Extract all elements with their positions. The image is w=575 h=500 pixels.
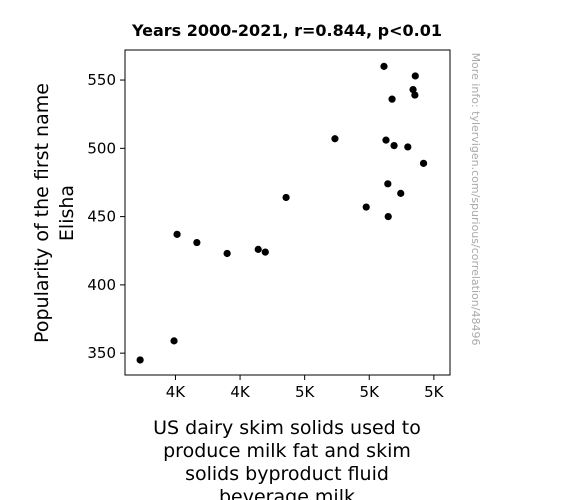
- x-axis-label-line: produce milk fat and skim: [163, 440, 411, 462]
- y-tick-label: 550: [87, 71, 116, 89]
- x-tick-label: 5K: [360, 383, 381, 401]
- data-point: [411, 91, 419, 99]
- data-point: [261, 248, 269, 256]
- data-point: [170, 337, 178, 345]
- chart-title: Years 2000-2021, r=0.844, p<0.01: [131, 21, 442, 40]
- data-point: [397, 189, 405, 197]
- y-axis-label: Popularity of the first name Elisha: [31, 83, 78, 343]
- plot-area: [124, 49, 451, 376]
- data-point: [331, 135, 339, 143]
- data-points: [136, 62, 428, 364]
- watermark-text: More info: tylervigen.com/spurious/corre…: [469, 53, 482, 346]
- data-point: [380, 62, 388, 70]
- data-point: [411, 72, 419, 80]
- x-tick-label: 4K: [166, 383, 187, 401]
- x-tick-label: 5K: [295, 383, 316, 401]
- data-point: [136, 356, 144, 364]
- y-tick-label: 400: [87, 276, 116, 294]
- data-point: [382, 136, 390, 144]
- data-point: [384, 180, 392, 188]
- data-point: [282, 193, 290, 202]
- data-point: [419, 159, 428, 167]
- y-axis: 350 400 450 500 550: [87, 71, 125, 362]
- y-tick-label: 500: [87, 139, 116, 157]
- x-tick-label: 5K: [424, 383, 445, 401]
- x-axis-label-line: solids byproduct fluid: [185, 463, 389, 485]
- data-point: [254, 245, 262, 253]
- y-axis-label-line: Elisha: [56, 185, 78, 241]
- x-axis-label: US dairy skim solids used to produce milk…: [153, 417, 421, 500]
- data-point: [193, 238, 201, 247]
- data-point: [223, 249, 231, 258]
- data-point: [390, 141, 398, 150]
- y-tick-label: 350: [87, 344, 116, 362]
- data-point: [173, 230, 181, 238]
- y-tick-label: 450: [87, 208, 116, 226]
- x-axis: 4K 4K 5K 5K 5K: [166, 375, 445, 401]
- y-axis-label-line: Popularity of the first name: [31, 83, 53, 343]
- x-axis-label-line: beverage milk: [219, 486, 355, 500]
- x-axis-label-line: US dairy skim solids used to: [153, 417, 421, 439]
- data-point: [404, 143, 412, 151]
- data-point: [384, 212, 392, 221]
- data-point: [362, 203, 370, 211]
- data-point: [388, 95, 396, 103]
- x-tick-label: 4K: [230, 383, 251, 401]
- data-point: [409, 86, 417, 94]
